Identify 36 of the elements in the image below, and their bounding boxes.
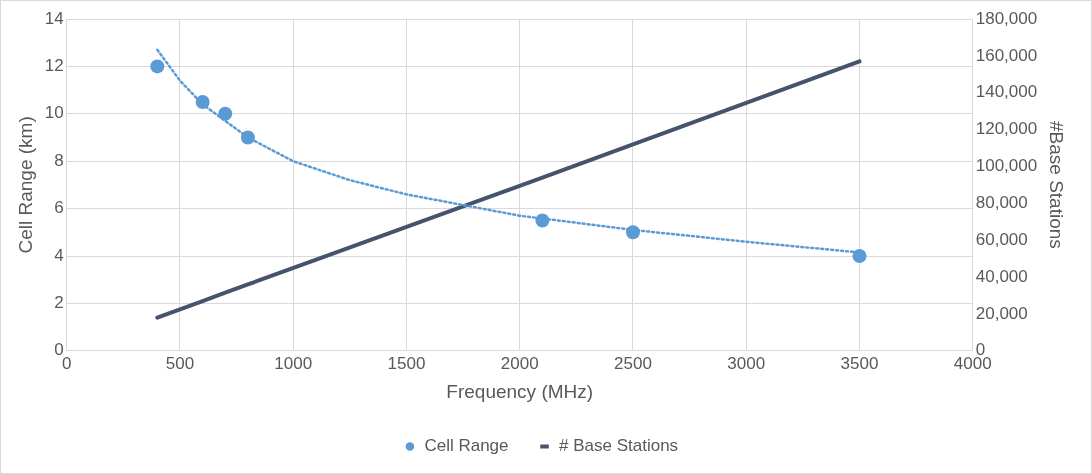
y2-axis-title: #Base Stations	[1046, 120, 1068, 249]
point	[150, 59, 165, 74]
y-tick-label: 14	[44, 8, 64, 28]
y2-tick-label: 80,000	[975, 193, 1028, 213]
point	[240, 130, 255, 145]
point	[852, 249, 867, 263]
y2-tick-label: 40,000	[975, 266, 1028, 286]
y-tick-label: 12	[44, 56, 64, 76]
y-tick-label: 10	[44, 103, 64, 123]
x-tick-label: 3500	[840, 353, 879, 373]
point	[625, 225, 640, 240]
y2-tick-label: 140,000	[975, 82, 1038, 102]
x-axis-title: Frequency (MHz)	[446, 380, 594, 402]
y2-tick-label: 160,000	[975, 45, 1038, 65]
x-tick-label: 1500	[387, 353, 426, 373]
point	[218, 106, 233, 121]
x-tick-label: 500	[165, 353, 195, 373]
legend-label: # Base Stations	[559, 436, 679, 456]
y2-tick-label: 120,000	[975, 119, 1038, 139]
y2-tick-label: 20,000	[975, 303, 1028, 323]
y2-tick-label: 60,000	[975, 229, 1028, 249]
y-tick-label: 6	[54, 198, 64, 218]
x-tick-label: 2500	[614, 353, 652, 373]
y2-tick-label: 100,000	[975, 156, 1038, 176]
y-axis-title: Cell Range (km)	[14, 116, 36, 254]
y-tick-label: 0	[54, 340, 64, 360]
x-tick-label: 3000	[727, 353, 766, 373]
point	[535, 213, 550, 228]
x-tick-label: 2000	[500, 353, 539, 373]
y-tick-label: 4	[54, 245, 64, 265]
x-tick-label: 1000	[274, 353, 313, 373]
y-tick-label: 2	[54, 293, 64, 313]
legend-label: Cell Range	[424, 436, 509, 456]
y2-tick-label: 180,000	[975, 8, 1038, 28]
point	[195, 94, 210, 109]
y-tick-label: 8	[54, 150, 64, 170]
